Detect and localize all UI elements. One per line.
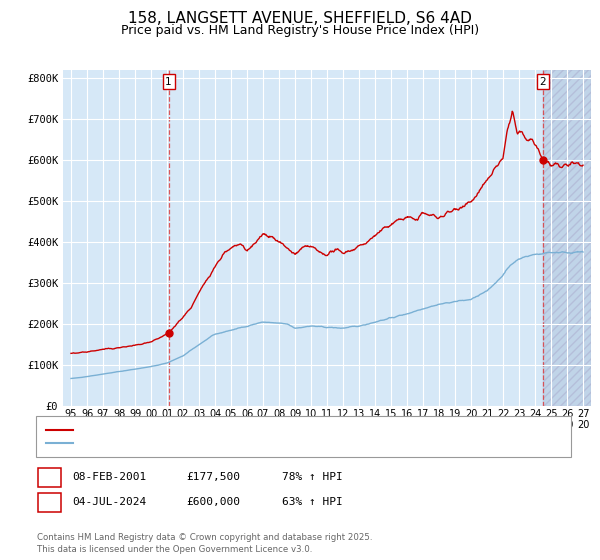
Text: 78% ↑ HPI: 78% ↑ HPI <box>282 472 343 482</box>
Text: Contains HM Land Registry data © Crown copyright and database right 2025.
This d: Contains HM Land Registry data © Crown c… <box>37 533 373 554</box>
Text: HPI: Average price, detached house, Sheffield: HPI: Average price, detached house, Shef… <box>78 438 317 449</box>
Text: 2: 2 <box>46 497 53 507</box>
Text: 63% ↑ HPI: 63% ↑ HPI <box>282 497 343 507</box>
Text: 1: 1 <box>165 77 172 87</box>
Text: 158, LANGSETT AVENUE, SHEFFIELD, S6 4AD (detached house): 158, LANGSETT AVENUE, SHEFFIELD, S6 4AD … <box>78 424 406 435</box>
Bar <box>543 70 591 406</box>
Text: 2: 2 <box>539 77 547 87</box>
Text: 1: 1 <box>46 472 53 482</box>
Bar <box>543 70 591 406</box>
Text: 08-FEB-2001: 08-FEB-2001 <box>72 472 146 482</box>
Text: 04-JUL-2024: 04-JUL-2024 <box>72 497 146 507</box>
Text: 158, LANGSETT AVENUE, SHEFFIELD, S6 4AD: 158, LANGSETT AVENUE, SHEFFIELD, S6 4AD <box>128 11 472 26</box>
Text: Price paid vs. HM Land Registry's House Price Index (HPI): Price paid vs. HM Land Registry's House … <box>121 24 479 36</box>
Text: £600,000: £600,000 <box>186 497 240 507</box>
Text: £177,500: £177,500 <box>186 472 240 482</box>
